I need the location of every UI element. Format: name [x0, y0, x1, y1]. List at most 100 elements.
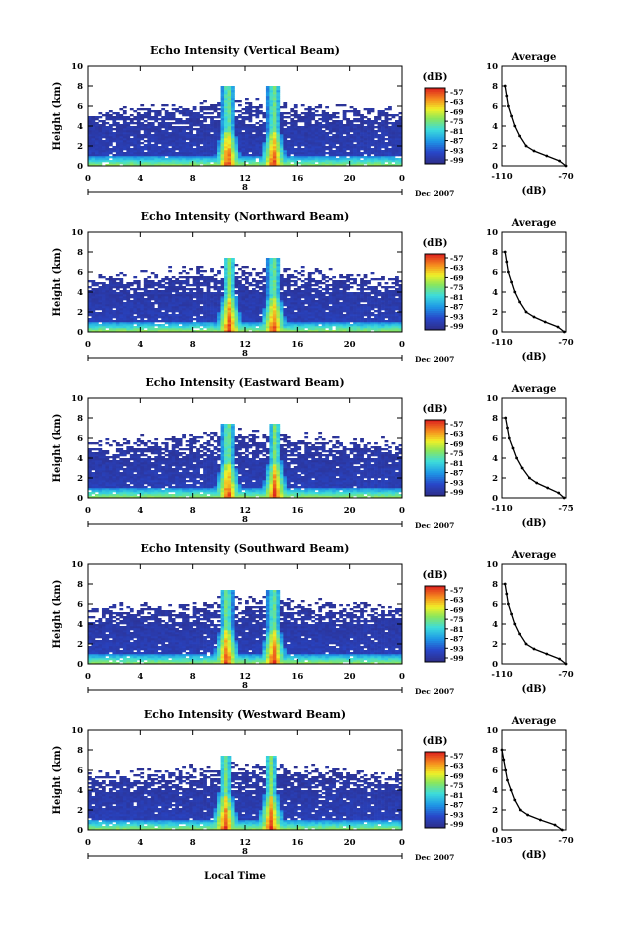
heatmap-cell	[248, 144, 252, 146]
heatmap-cell	[221, 146, 225, 148]
heatmap-cell	[207, 284, 211, 286]
heatmap-cell	[168, 270, 172, 272]
heatmap-cell	[168, 304, 172, 306]
heatmap-cell	[189, 116, 193, 118]
heatmap-cell	[273, 106, 277, 108]
heatmap-cell	[392, 154, 396, 156]
heatmap-cell	[283, 132, 287, 134]
heatmap-cell	[262, 128, 266, 130]
heatmap-cell	[119, 108, 123, 110]
heatmap-cell	[231, 302, 235, 304]
heatmap-cell	[154, 142, 158, 144]
heatmap-cell	[224, 274, 228, 276]
heatmap-cell	[276, 314, 280, 316]
heatmap-cell	[231, 264, 235, 266]
heatmap-cell	[297, 154, 301, 156]
heatmap-cell	[182, 324, 186, 326]
heatmap-cell	[102, 126, 106, 128]
heatmap-cell	[126, 320, 130, 322]
heatmap-cell	[343, 326, 347, 328]
heatmap-cell	[224, 266, 228, 268]
heatmap-cell	[102, 292, 106, 294]
heatmap-cell	[388, 310, 392, 312]
heatmap-cell	[395, 306, 399, 308]
heatmap-cell	[266, 260, 270, 262]
heatmap-cell	[221, 322, 225, 324]
heatmap-cell	[248, 130, 252, 132]
heatmap-cell	[221, 114, 225, 116]
heatmap-cell	[339, 130, 343, 132]
heatmap-cell	[238, 140, 242, 142]
heatmap-cell	[248, 104, 252, 106]
heatmap-cell	[182, 156, 186, 158]
heatmap-cell	[165, 326, 169, 328]
heatmap-cell	[245, 158, 249, 160]
day-label: 8	[242, 183, 248, 193]
heatmap-cell	[214, 322, 218, 324]
heatmap-cell	[98, 134, 102, 136]
heatmap-cell	[221, 96, 225, 98]
heatmap-cell	[116, 326, 120, 328]
heatmap-cell	[381, 308, 385, 310]
heatmap-cell	[172, 310, 176, 312]
heatmap-cell	[371, 126, 375, 128]
heatmap-cell	[144, 126, 148, 128]
heatmap-cell	[311, 132, 315, 134]
heatmap-cell	[283, 102, 287, 104]
heatmap-cell	[207, 276, 211, 278]
heatmap-cell	[262, 156, 266, 158]
heatmap-cell	[140, 116, 144, 118]
heatmap-cell	[280, 120, 284, 122]
heatmap-cell	[353, 294, 357, 296]
heatmap-cell	[371, 138, 375, 140]
heatmap-cell	[297, 140, 301, 142]
heatmap-cell	[147, 162, 151, 164]
heatmap-cell	[140, 154, 144, 156]
heatmap-cell	[158, 306, 162, 308]
heatmap-cell	[297, 326, 301, 328]
heatmap-cell	[315, 126, 319, 128]
heatmap-cell	[308, 294, 312, 296]
heatmap-cell	[137, 316, 141, 318]
heatmap-cell	[259, 120, 263, 122]
heatmap-cell	[371, 302, 375, 304]
heatmap-cell	[165, 286, 169, 288]
heatmap-cell	[308, 146, 312, 148]
heatmap-cell	[172, 104, 176, 106]
heatmap-cell	[168, 122, 172, 124]
heatmap-cell	[105, 144, 109, 146]
heatmap-cell	[248, 274, 252, 276]
average-title: Average	[511, 218, 557, 229]
heatmap-cell	[245, 286, 249, 288]
heatmap-cell	[88, 130, 92, 132]
heatmap-cell	[123, 152, 127, 154]
heatmap-cell	[343, 140, 347, 142]
heatmap-cell	[231, 322, 235, 324]
heatmap-cell	[266, 112, 270, 114]
heatmap-cell	[308, 134, 312, 136]
heatmap-cell	[283, 150, 287, 152]
average-profile-point	[510, 115, 513, 118]
heatmap-cell	[297, 136, 301, 138]
heatmap-cell	[189, 290, 193, 292]
heatmap-cell	[95, 300, 99, 302]
heatmap-cell	[360, 306, 364, 308]
heatmap-cell	[175, 158, 179, 160]
heatmap-cell	[273, 104, 277, 106]
heatmap-cell	[123, 112, 127, 114]
heatmap-cell	[311, 128, 315, 130]
heatmap-cell	[200, 308, 204, 310]
heatmap-cell	[140, 310, 144, 312]
heatmap-cell	[116, 154, 120, 156]
heatmap-cell	[144, 294, 148, 296]
heatmap-cell	[353, 114, 357, 116]
heatmap-cell	[98, 312, 102, 314]
heatmap-cell	[290, 274, 294, 276]
heatmap-cell	[228, 324, 232, 326]
heatmap-cell	[311, 114, 315, 116]
heatmap-cell	[168, 308, 172, 310]
heatmap-cell	[109, 142, 113, 144]
heatmap-cell	[255, 296, 259, 298]
heatmap-cell	[151, 328, 155, 330]
heatmap-cell	[304, 134, 308, 136]
